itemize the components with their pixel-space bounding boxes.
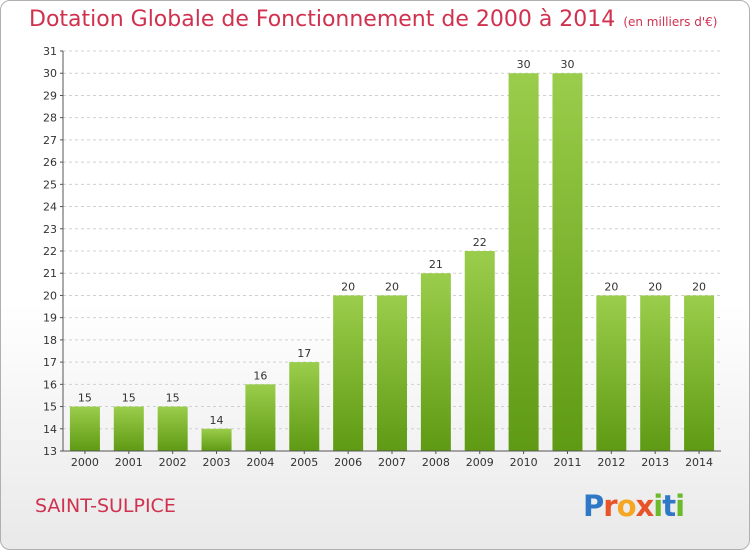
bar-2006 xyxy=(333,295,364,451)
y-tick-label: 20 xyxy=(43,289,57,302)
chart-title: Dotation Globale de Fonctionnement de 20… xyxy=(29,7,717,32)
y-tick-label: 17 xyxy=(43,356,57,369)
y-tick-label: 26 xyxy=(43,156,57,169)
bar-2001 xyxy=(113,406,144,451)
bar-value-label: 20 xyxy=(648,280,662,293)
y-tick-label: 29 xyxy=(43,89,57,102)
bar-2009 xyxy=(464,251,495,451)
y-tick-label: 27 xyxy=(43,134,57,147)
commune-name: SAINT-SULPICE xyxy=(35,495,176,517)
x-tick-label: 2011 xyxy=(553,456,581,469)
chart-unit: (en milliers d'€) xyxy=(623,15,718,29)
bar-value-label: 20 xyxy=(385,280,399,293)
y-tick-label: 21 xyxy=(43,267,57,280)
bar-2004 xyxy=(245,384,276,451)
y-tick-label: 30 xyxy=(43,67,57,80)
y-tick-label: 28 xyxy=(43,112,57,125)
x-tick-label: 2010 xyxy=(510,456,538,469)
x-tick-label: 2004 xyxy=(246,456,274,469)
bar-value-label: 20 xyxy=(604,280,618,293)
y-tick-label: 24 xyxy=(43,201,57,214)
bar-value-label: 15 xyxy=(78,392,92,405)
bar-value-label: 21 xyxy=(429,258,443,271)
bar-value-label: 15 xyxy=(166,392,180,405)
x-tick-label: 2007 xyxy=(378,456,406,469)
y-tick-label: 15 xyxy=(43,401,57,414)
bar-2002 xyxy=(157,406,188,451)
x-tick-label: 2005 xyxy=(290,456,318,469)
bar-2010 xyxy=(508,73,539,451)
y-tick-label: 16 xyxy=(43,378,57,391)
bar-value-label: 20 xyxy=(341,280,355,293)
bar-value-label: 14 xyxy=(210,414,224,427)
x-tick-label: 2014 xyxy=(685,456,713,469)
bar-value-label: 30 xyxy=(560,58,574,71)
x-tick-label: 2009 xyxy=(466,456,494,469)
x-tick-label: 2003 xyxy=(203,456,231,469)
bar-2007 xyxy=(377,295,407,451)
y-tick-label: 31 xyxy=(43,45,57,58)
bar-2011 xyxy=(552,73,583,451)
y-tick-label: 18 xyxy=(43,334,57,347)
bar-value-label: 22 xyxy=(473,236,487,249)
bar-2012 xyxy=(596,295,627,451)
bar-2013 xyxy=(640,295,671,451)
chart-title-text: Dotation Globale de Fonctionnement de 20… xyxy=(29,7,616,32)
y-tick-label: 25 xyxy=(43,178,57,191)
x-tick-label: 2000 xyxy=(71,456,99,469)
y-tick-label: 13 xyxy=(43,445,57,458)
bar-value-label: 17 xyxy=(297,347,311,360)
x-tick-label: 2012 xyxy=(597,456,625,469)
bar-value-label: 16 xyxy=(253,369,267,382)
x-tick-label: 2001 xyxy=(115,456,143,469)
bar-2003 xyxy=(201,428,232,451)
bar-2000 xyxy=(69,406,100,451)
y-tick-label: 22 xyxy=(43,245,57,258)
bar-value-label: 30 xyxy=(517,58,531,71)
y-tick-label: 23 xyxy=(43,223,57,236)
y-tick-label: 14 xyxy=(43,423,57,436)
x-tick-label: 2013 xyxy=(641,456,669,469)
x-tick-label: 2008 xyxy=(422,456,450,469)
bar-value-label: 20 xyxy=(692,280,706,293)
proxiti-logo: Proxiti xyxy=(583,489,685,523)
x-tick-label: 2002 xyxy=(159,456,187,469)
bar-2005 xyxy=(289,362,320,451)
bar-2008 xyxy=(420,273,451,451)
bar-2014 xyxy=(684,295,715,451)
y-tick-label: 19 xyxy=(43,312,57,325)
x-tick-label: 2006 xyxy=(334,456,362,469)
bar-value-label: 15 xyxy=(122,392,136,405)
